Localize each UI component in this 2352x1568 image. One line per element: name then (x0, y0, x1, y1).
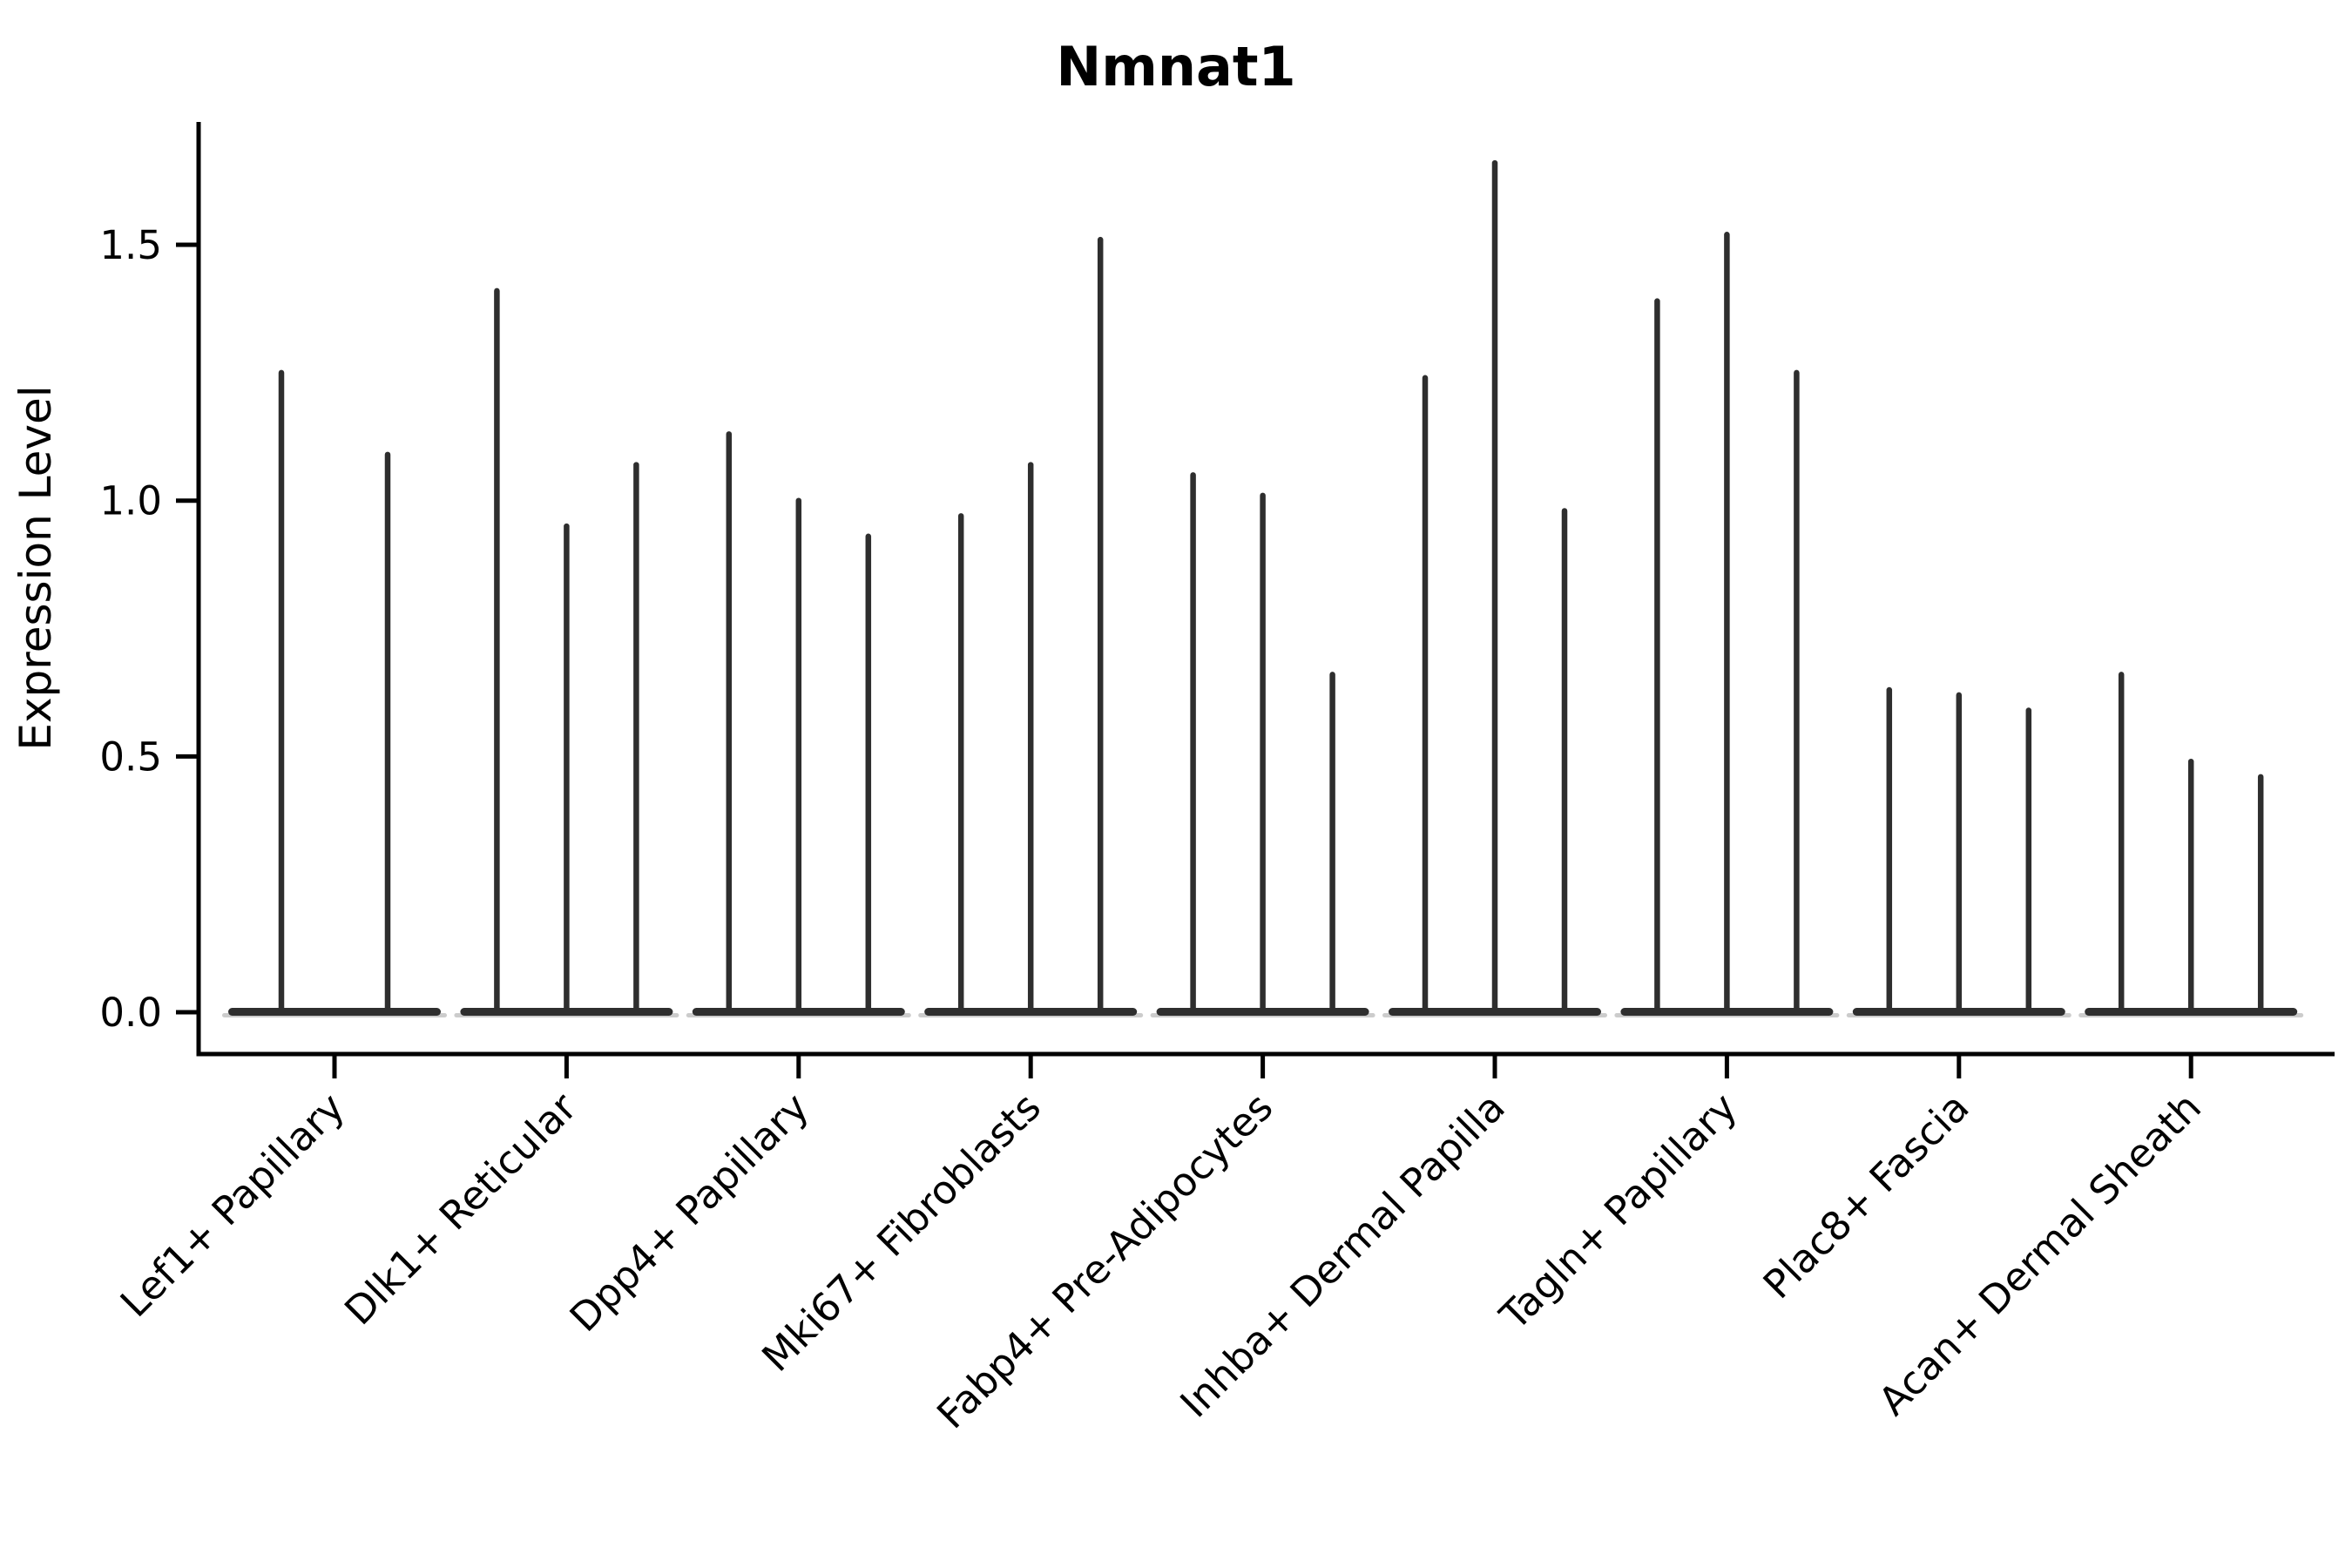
y-tick-label: 0.5 (99, 733, 162, 780)
x-tick-label: Dpp4+ Papillary (561, 1084, 818, 1341)
y-tick-label: 1.0 (99, 478, 162, 524)
y-tick-label: 0.0 (99, 990, 162, 1036)
chart-title: Nmnat1 (1056, 35, 1295, 98)
y-tick-label: 1.5 (99, 222, 162, 268)
violin-base (228, 1008, 441, 1016)
x-tick-label: Tagln+ Papillary (1490, 1084, 1746, 1339)
x-tick-label: Dlk1+ Reticular (335, 1084, 585, 1334)
y-axis-label: Expression Level (10, 385, 61, 750)
x-tick-label: Lef1+ Papillary (112, 1084, 354, 1326)
x-tick-label: Plac8+ Fascia (1754, 1084, 1978, 1308)
